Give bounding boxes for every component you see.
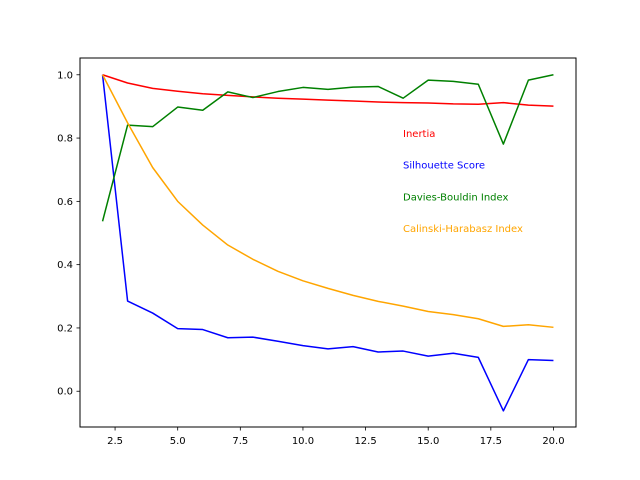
- x-tick-label: 17.5: [480, 436, 502, 447]
- series-line-davies-bouldin-index: [101, 74, 554, 222]
- x-tick-label: 5.0: [170, 436, 186, 447]
- y-tick-label: 1.0: [57, 70, 73, 81]
- y-tick-label: 0.6: [57, 197, 73, 208]
- y-tick-label: 0.4: [57, 260, 73, 271]
- series-line-calinski-harabasz-index: [101, 74, 554, 329]
- legend-label: Inertia: [403, 129, 435, 140]
- x-tick-label: 2.5: [107, 436, 123, 447]
- y-axis: 0.0 0.2 0.4 0.6 0.8 1.0: [57, 70, 80, 398]
- y-tick-label: 0.0: [57, 387, 73, 398]
- x-tick-label: 7.5: [232, 436, 248, 447]
- x-tick-label: 20.0: [542, 436, 564, 447]
- series-line-silhouette-score: [101, 74, 554, 412]
- y-tick-label: 0.8: [57, 134, 73, 145]
- y-tick-label: 0.2: [57, 323, 73, 334]
- x-tick-label: 15.0: [417, 436, 439, 447]
- x-tick-label: 12.5: [354, 436, 376, 447]
- series-line-inertia: [102, 74, 554, 107]
- plot-frame: [79, 57, 577, 428]
- legend-label: Davies-Bouldin Index: [403, 192, 508, 203]
- x-axis: 2.5 5.0 7.5 10.0 12.5 15.0 17.5 20.0: [107, 427, 565, 447]
- series-layer: [101, 74, 554, 412]
- legend-label: Silhouette Score: [403, 161, 485, 172]
- x-tick-label: 10.0: [292, 436, 314, 447]
- legend: Inertia Silhouette Score Davies-Bouldin In…: [403, 129, 523, 235]
- legend-label: Calinski-Harabasz Index: [403, 224, 523, 235]
